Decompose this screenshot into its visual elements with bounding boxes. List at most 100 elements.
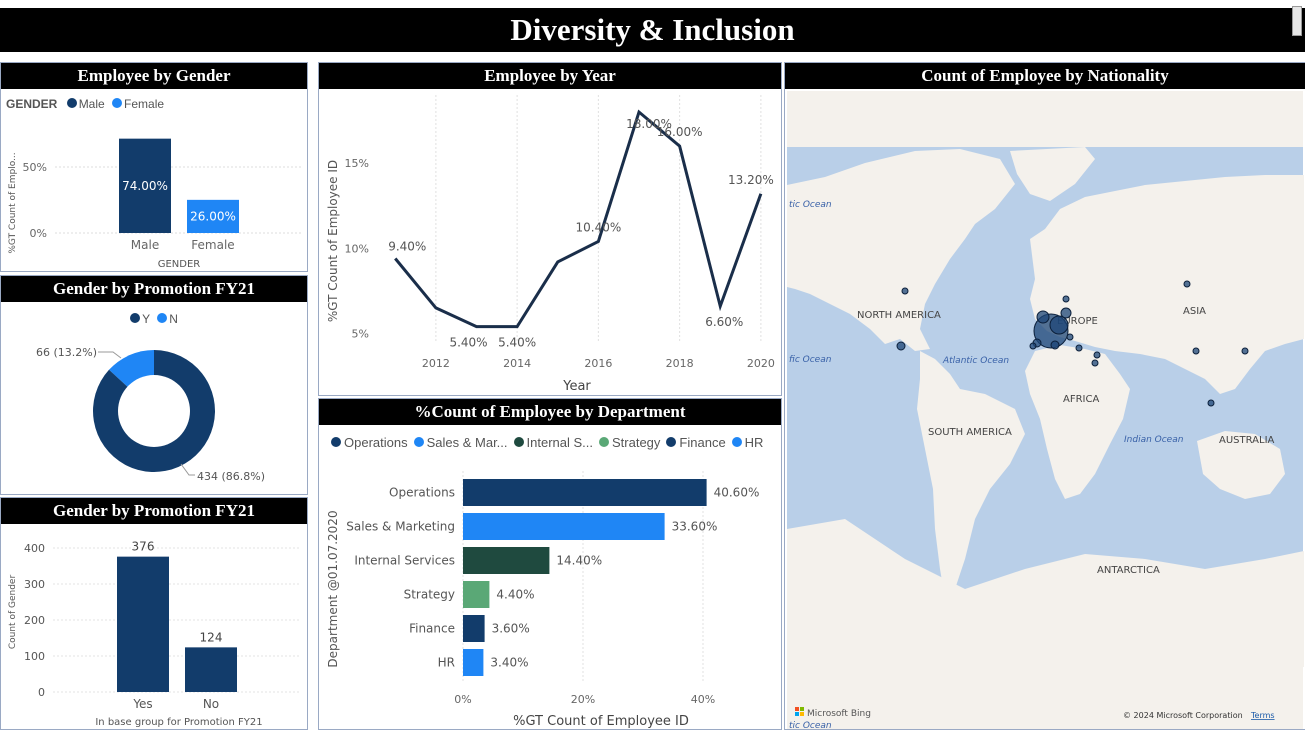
map-bubble[interactable] [901, 287, 909, 295]
y-axis-label: %GT Count of Emplo... [8, 152, 18, 253]
map-bubble[interactable] [1093, 351, 1101, 359]
x-axis-label: %GT Count of Employee ID [513, 714, 689, 729]
map-bubble[interactable] [1183, 280, 1191, 288]
map-bubbles[interactable] [896, 280, 1249, 407]
y-tick: 10% [345, 242, 369, 255]
data-label: 5.40% [449, 336, 487, 350]
legend-label: Strategy [612, 435, 661, 450]
y-tick: 100 [24, 650, 45, 663]
map-label: EUROPE [1057, 316, 1098, 327]
data-label: 33.60% [672, 520, 718, 534]
y-tick: 300 [24, 578, 45, 591]
map-bubble[interactable] [1049, 315, 1069, 335]
nationality-map[interactable]: NORTH AMERICA EUROPE ASIA AFRICA SOUTH A… [785, 89, 1304, 729]
legend-dot [599, 437, 609, 447]
y-tick: 50% [23, 161, 47, 174]
panel-title: Employee by Year [319, 63, 781, 89]
legend-label: Internal S... [526, 435, 593, 450]
land-australia [1197, 431, 1285, 499]
legend-male[interactable]: Male [61, 97, 105, 111]
donut-legend: Y N [1, 312, 307, 326]
legend-item[interactable]: Internal S... [513, 435, 593, 450]
y-tick: 200 [24, 614, 45, 627]
data-label: 26.00% [190, 209, 236, 223]
bar-department[interactable] [463, 513, 665, 540]
dept-legend: Operations Sales & Mar... Internal S... Str… [331, 435, 769, 450]
leader-line [98, 351, 122, 359]
map-terms-link[interactable]: Terms [1250, 711, 1275, 720]
legend-item[interactable]: Strategy [599, 435, 660, 450]
legend-item[interactable]: Operations [331, 435, 408, 450]
data-label: 5.40% [498, 336, 536, 350]
map-bubble[interactable] [1207, 399, 1215, 407]
map-bubble[interactable] [1036, 310, 1050, 324]
map-bubble[interactable] [1091, 359, 1099, 367]
data-label: 18.00% [626, 117, 672, 131]
map-bubble[interactable] [1192, 347, 1200, 355]
panel-title: Gender by Promotion FY21 [1, 276, 307, 302]
bar-department[interactable] [463, 581, 490, 608]
map-bubble[interactable] [1062, 295, 1070, 303]
bar-department[interactable] [463, 547, 550, 574]
x-tick: 0% [454, 693, 471, 706]
data-label: 6.60% [705, 315, 743, 329]
map-label: Atlantic Ocean [942, 356, 1009, 366]
x-tick: 2016 [584, 357, 612, 370]
x-tick: 2014 [503, 357, 531, 370]
legend-dot [666, 437, 677, 447]
legend-item[interactable]: Sales & Mar... [413, 435, 508, 450]
map-bubble[interactable] [1060, 307, 1072, 319]
data-label: 16.00% [657, 125, 703, 139]
map-bubble[interactable] [896, 341, 906, 351]
panel-title: Gender by Promotion FY21 [1, 498, 307, 524]
x-axis-label: GENDER [158, 259, 201, 270]
map-bubble[interactable] [1241, 347, 1249, 355]
bar-no[interactable] [185, 647, 237, 692]
legend-item[interactable]: HR [731, 435, 764, 450]
dept-panel: %Count of Employee by Department Operati… [318, 398, 782, 730]
map-label: ASIA [1183, 306, 1206, 317]
data-label: 74.00% [122, 179, 168, 193]
slice-label-y: 434 (86.8%) [197, 470, 265, 483]
bar-department[interactable] [463, 615, 485, 642]
data-label: 376 [132, 540, 155, 554]
gender-bar-chart: %GT Count of Emplo... 50% 0% 74.00% Male 2… [8, 138, 301, 270]
year-panel: Employee by Year %GT Count of Employee I… [318, 62, 782, 396]
legend-label: HR [744, 435, 764, 450]
bar-department[interactable] [463, 479, 707, 506]
y-tick: Strategy [404, 588, 455, 602]
legend-dot [513, 437, 524, 447]
map-bubble[interactable] [1050, 340, 1060, 350]
legend-n[interactable]: N [153, 312, 178, 326]
series-line[interactable] [394, 109, 763, 329]
legend-title: GENDER [6, 97, 58, 111]
bar-yes[interactable] [117, 556, 169, 692]
slice-label-n: 66 (13.2%) [36, 346, 97, 359]
bing-label: Microsoft Bing [807, 709, 871, 719]
promo-donut-chart: 66 (13.2%) 434 (86.8%) [36, 346, 265, 483]
map-bubble[interactable] [1066, 333, 1074, 341]
legend-female[interactable]: Female [108, 97, 164, 111]
map-label: NORTH AMERICA [857, 310, 941, 321]
map-bubble[interactable] [1029, 342, 1037, 350]
x-tick: 40% [691, 693, 715, 706]
legend-label: Finance [679, 435, 726, 450]
map-bubble[interactable] [1075, 344, 1083, 352]
bar-department[interactable] [463, 649, 484, 676]
dashboard-header: Diversity & Inclusion [0, 0, 1305, 56]
bar-female[interactable] [187, 199, 239, 233]
bar-male[interactable] [119, 138, 171, 233]
x-axis-label: Year [562, 379, 591, 394]
map-label: AFRICA [1063, 394, 1099, 405]
map-label: tic Ocean [789, 721, 832, 729]
gender-panel: Employee by Gender GENDER Male Female %G… [0, 62, 308, 272]
legend-item[interactable]: Finance [666, 435, 726, 450]
x-tick: Male [131, 238, 159, 252]
y-tick: 0% [30, 227, 47, 240]
y-tick: 400 [24, 542, 45, 555]
scrollbar[interactable] [1292, 6, 1302, 36]
land-eurasia [1030, 175, 1304, 394]
y-tick: HR [438, 656, 455, 670]
y-tick: Internal Services [354, 554, 455, 568]
legend-y[interactable]: Y [130, 312, 150, 326]
